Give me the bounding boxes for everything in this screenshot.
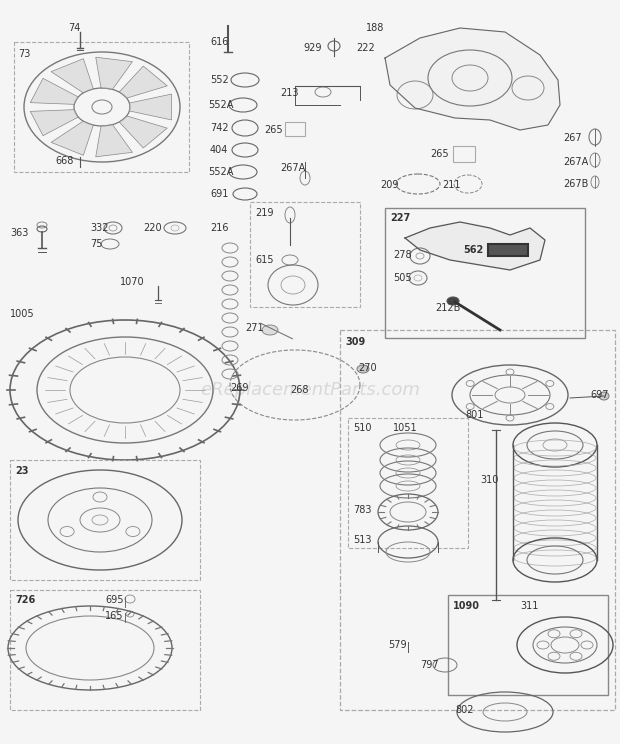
Text: 267B: 267B	[563, 179, 588, 189]
Text: 267A: 267A	[563, 157, 588, 167]
Bar	[340, 330, 615, 710]
Text: 219: 219	[255, 208, 273, 218]
Text: 211: 211	[442, 180, 461, 190]
Text: 23: 23	[15, 466, 29, 476]
Text: 562: 562	[463, 245, 483, 255]
Text: 267A: 267A	[280, 163, 305, 173]
Polygon shape	[30, 109, 78, 135]
Bar	[14, 42, 189, 172]
Text: 552A: 552A	[208, 167, 233, 177]
Text: 742: 742	[210, 123, 229, 133]
Polygon shape	[119, 66, 167, 98]
Text: 310: 310	[480, 475, 498, 485]
Text: 165: 165	[105, 611, 123, 621]
Text: 404: 404	[210, 145, 228, 155]
Text: 697: 697	[590, 390, 608, 400]
Text: 929: 929	[303, 43, 322, 53]
Text: 73: 73	[18, 49, 30, 59]
Bar	[250, 202, 360, 307]
Text: 513: 513	[353, 535, 371, 545]
Polygon shape	[385, 28, 560, 130]
Ellipse shape	[599, 392, 609, 400]
Text: 695: 695	[105, 595, 123, 605]
Polygon shape	[30, 78, 78, 104]
Text: 209: 209	[380, 180, 399, 190]
Text: 265: 265	[430, 149, 449, 159]
Polygon shape	[119, 116, 167, 148]
Text: 797: 797	[420, 660, 438, 670]
Text: 271: 271	[245, 323, 264, 333]
Text: 510: 510	[353, 423, 371, 433]
Bar	[448, 595, 608, 695]
Bar	[10, 460, 200, 580]
Text: 552: 552	[210, 75, 229, 85]
Text: 363: 363	[10, 228, 29, 238]
Polygon shape	[51, 121, 94, 155]
Polygon shape	[95, 124, 133, 157]
Text: 75: 75	[90, 239, 102, 249]
Text: eReplacementParts.com: eReplacementParts.com	[200, 381, 420, 399]
Text: 616: 616	[210, 37, 228, 47]
Text: 74: 74	[68, 23, 81, 33]
Text: 1005: 1005	[10, 309, 35, 319]
Text: 668: 668	[55, 156, 73, 166]
Text: 213: 213	[280, 88, 298, 98]
Text: 505: 505	[393, 273, 412, 283]
Bar	[285, 122, 305, 136]
Text: 691: 691	[210, 189, 228, 199]
Text: 216: 216	[210, 223, 229, 233]
Text: 278: 278	[393, 250, 412, 260]
Ellipse shape	[357, 365, 369, 373]
Text: 552A: 552A	[208, 100, 233, 110]
Text: 268: 268	[290, 385, 309, 395]
Bar	[453, 146, 475, 162]
Text: 783: 783	[353, 505, 371, 515]
Text: 1090: 1090	[453, 601, 480, 611]
Text: 579: 579	[388, 640, 407, 650]
Polygon shape	[95, 57, 133, 89]
Bar	[488, 244, 528, 256]
Ellipse shape	[447, 297, 459, 305]
Text: 269: 269	[230, 383, 249, 393]
Polygon shape	[130, 94, 172, 120]
Text: 227: 227	[390, 213, 410, 223]
Text: 615: 615	[255, 255, 273, 265]
Ellipse shape	[262, 325, 278, 335]
Text: 309: 309	[345, 337, 365, 347]
Text: 332: 332	[90, 223, 108, 233]
Text: 222: 222	[356, 43, 374, 53]
Text: 311: 311	[520, 601, 538, 611]
Text: 265: 265	[264, 125, 283, 135]
Bar	[348, 418, 468, 548]
Text: 270: 270	[358, 363, 376, 373]
Text: 1051: 1051	[393, 423, 418, 433]
Polygon shape	[51, 59, 94, 93]
Text: 188: 188	[366, 23, 384, 33]
Bar	[10, 590, 200, 710]
Text: 212B: 212B	[435, 303, 461, 313]
Text: 220: 220	[143, 223, 162, 233]
Bar	[385, 208, 585, 338]
Text: 726: 726	[15, 595, 35, 605]
Text: 801: 801	[465, 410, 484, 420]
Text: 802: 802	[455, 705, 474, 715]
Text: 1070: 1070	[120, 277, 144, 287]
Polygon shape	[405, 222, 545, 270]
Text: 267: 267	[563, 133, 582, 143]
